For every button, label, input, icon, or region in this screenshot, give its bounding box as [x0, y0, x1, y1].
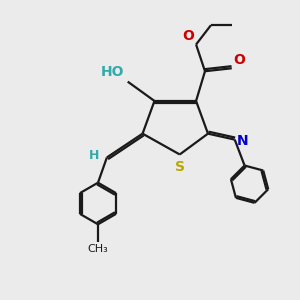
Text: CH₃: CH₃ — [88, 244, 108, 254]
Text: O: O — [183, 29, 195, 43]
Text: S: S — [175, 160, 185, 174]
Text: O: O — [233, 53, 245, 67]
Text: H: H — [89, 149, 100, 162]
Text: HO: HO — [101, 65, 125, 79]
Text: N: N — [237, 134, 249, 148]
